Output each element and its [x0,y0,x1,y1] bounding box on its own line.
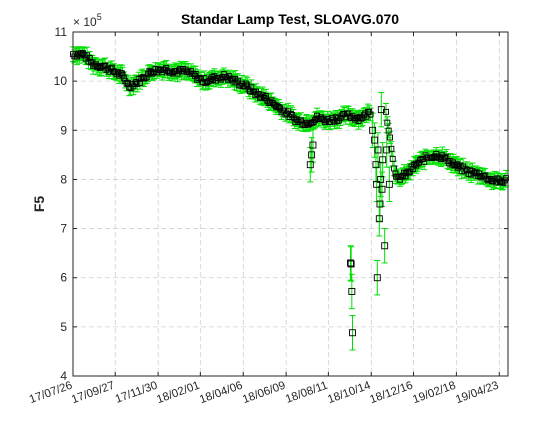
data-marker [375,215,383,223]
data-marker [306,161,314,169]
data-marker [120,74,127,81]
data-marker [272,102,279,109]
data-markers [70,50,509,337]
data-marker [443,153,450,160]
y-tick-label: 8 [60,172,67,186]
plot-background [73,32,508,376]
data-marker [369,126,377,134]
x-tick-label: 18/04/06 [198,380,244,407]
y-tick-label: 6 [60,271,67,285]
data-marker [378,185,386,193]
data-marker [385,127,392,134]
data-marker [376,200,384,208]
x-tick-label: 18/10/14 [326,379,373,406]
y-exponent-power: 5 [97,12,102,22]
y-exponent-label: × 105 [73,12,102,29]
x-tick-label: 18/12/16 [368,380,414,407]
data-marker [381,242,389,250]
x-tick-label: 18/08/11 [284,380,329,406]
data-marker [388,145,395,152]
plot-frame [72,31,509,377]
data-marker [383,146,391,154]
y-tick-label: 10 [54,74,68,88]
y-tick-label: 11 [55,25,68,39]
data-marker [347,260,355,268]
chart-title: Standar Lamp Test, SLOAVG.070 [181,11,399,27]
data-marker [308,151,316,159]
data-marker [118,70,125,77]
data-marker [433,150,440,157]
data-marker [367,111,374,118]
x-tick-label: 17/11/30 [114,380,159,406]
x-tick-label: 19/04/23 [454,380,500,407]
data-marker [261,94,267,101]
data-marker [348,288,356,295]
data-marker [347,259,354,267]
data-marker [387,134,393,141]
data-marker [198,75,204,82]
data-marker [244,82,251,89]
data-marker [383,108,389,115]
data-marker [372,161,380,169]
data-marker [377,106,385,114]
data-marker [143,74,150,81]
y-tick-label: 5 [60,320,67,334]
data-marker [242,80,249,87]
data-marker [385,180,393,188]
y-tick-label: 9 [60,123,67,137]
data-marker [389,155,396,162]
y-axis-label: F5 [31,196,47,213]
data-marker [147,68,154,75]
data-marker [373,274,381,282]
data-marker [371,136,379,144]
data-marker [373,180,381,188]
data-marker [379,156,387,164]
data-marker [405,169,412,176]
x-tick-label: 18/06/09 [241,380,287,407]
y-tick-label: 4 [60,369,67,383]
data-marker [108,64,115,71]
y-exponent-base: × 10 [73,15,97,29]
data-marker [119,71,126,78]
data-marker [309,141,317,149]
y-tick-label: 7 [60,222,67,236]
data-marker [377,175,385,183]
x-tick-label: 18/02/01 [155,380,201,407]
data-marker [349,329,356,337]
data-marker [374,146,382,154]
x-tick-label: 17/07/26 [28,380,74,407]
x-tick-label: 17/09/27 [70,380,116,407]
data-marker [384,119,391,126]
x-tick-label: 19/02/18 [411,380,457,407]
